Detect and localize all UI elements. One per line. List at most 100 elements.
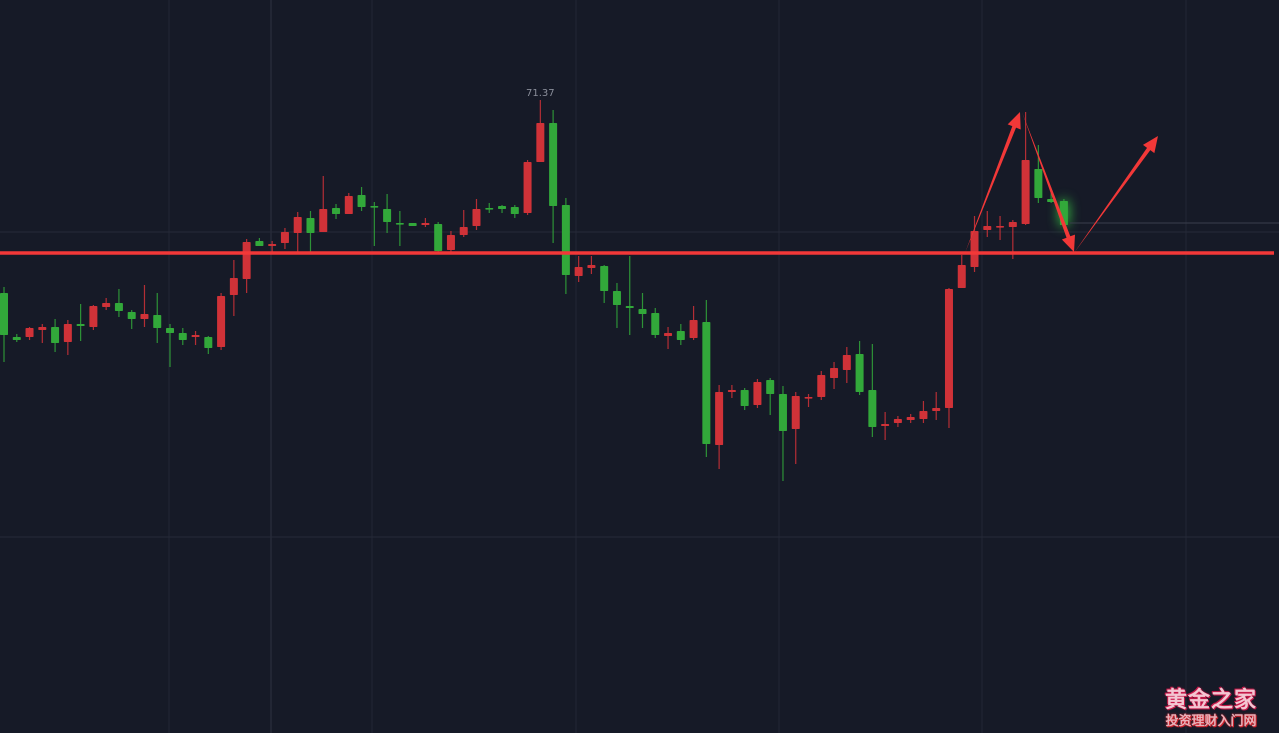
candle-body: [638, 309, 647, 314]
candle: [242, 239, 251, 293]
watermark-subtitle: 投资理财入门网: [1165, 714, 1257, 729]
candle: [293, 212, 302, 253]
candle: [906, 414, 915, 423]
candle-body: [919, 411, 928, 419]
candle: [842, 347, 851, 383]
candle-body: [63, 324, 72, 342]
candle-body: [12, 337, 21, 340]
candle: [510, 205, 519, 218]
candle: [804, 394, 813, 407]
candle-body: [383, 209, 392, 222]
candle: [217, 293, 226, 350]
candle: [268, 241, 277, 253]
candle: [753, 379, 762, 408]
arrow-up-icon: [1074, 136, 1158, 253]
candle-body: [472, 209, 481, 226]
candle-body: [370, 206, 379, 208]
candle: [446, 231, 455, 252]
candle: [38, 324, 47, 343]
candle-body: [549, 123, 558, 206]
candle: [51, 319, 60, 352]
candle-body: [114, 303, 123, 311]
candle: [280, 228, 289, 249]
candle: [383, 194, 392, 233]
candle-body: [689, 320, 698, 338]
candle-body: [102, 303, 111, 307]
candle-body: [140, 314, 149, 319]
candle-body: [306, 218, 315, 233]
candle: [574, 256, 583, 282]
candle: [498, 205, 507, 213]
candle-body: [970, 231, 979, 267]
candle: [395, 211, 404, 246]
candle-body: [868, 390, 877, 427]
candle-body: [778, 394, 787, 431]
candle: [140, 285, 149, 327]
candle-body: [1034, 169, 1043, 198]
candle: [817, 371, 826, 400]
candle: [893, 416, 902, 427]
candle: [229, 260, 238, 316]
candle-body: [957, 265, 966, 288]
candle: [944, 288, 953, 428]
candle-body: [344, 196, 353, 214]
candle-body: [753, 382, 762, 405]
candle-body: [1021, 160, 1030, 224]
candle-body: [740, 390, 749, 406]
candle-body: [996, 226, 1005, 228]
candle-body: [587, 265, 596, 268]
candle-body: [446, 235, 455, 250]
candle-body: [830, 368, 839, 378]
candle: [25, 327, 34, 340]
candle: [472, 199, 481, 230]
candle: [408, 223, 417, 226]
candle: [778, 386, 787, 481]
candle: [0, 287, 8, 362]
candle-body: [664, 333, 673, 336]
candle: [434, 222, 443, 252]
candle: [485, 203, 494, 213]
candle: [740, 388, 749, 410]
candle: [204, 336, 213, 354]
candle-body: [817, 375, 826, 397]
candle-body: [944, 289, 953, 408]
candle-body: [804, 397, 813, 399]
candle-body: [332, 208, 341, 214]
candle-body: [855, 354, 864, 392]
candle-body: [791, 396, 800, 429]
candle-body: [217, 296, 226, 347]
candle: [932, 392, 941, 420]
candle: [855, 341, 864, 395]
candle: [625, 256, 634, 335]
candle-body: [893, 419, 902, 423]
candle: [114, 289, 123, 317]
candle: [919, 401, 928, 423]
candle-body: [421, 223, 430, 225]
candle-body: [523, 162, 532, 213]
candle-body: [485, 208, 494, 210]
candle-body: [166, 328, 175, 333]
candle-body: [319, 209, 328, 232]
candle-body: [127, 312, 136, 319]
candle-body: [0, 293, 8, 335]
candle: [868, 344, 877, 437]
candle: [536, 100, 545, 162]
candle-body: [38, 327, 47, 330]
candle: [102, 298, 111, 310]
candle: [970, 216, 979, 272]
annotations: [0, 112, 1279, 255]
candle: [549, 110, 558, 243]
candle-body: [459, 227, 468, 235]
candle: [459, 210, 468, 237]
candle: [766, 378, 775, 415]
candle: [983, 211, 992, 237]
candle: [561, 198, 570, 294]
candle: [715, 385, 724, 469]
candle: [791, 392, 800, 464]
candle: [664, 327, 673, 349]
candle-body: [229, 278, 238, 295]
candle: [319, 176, 328, 232]
candle: [702, 300, 711, 457]
